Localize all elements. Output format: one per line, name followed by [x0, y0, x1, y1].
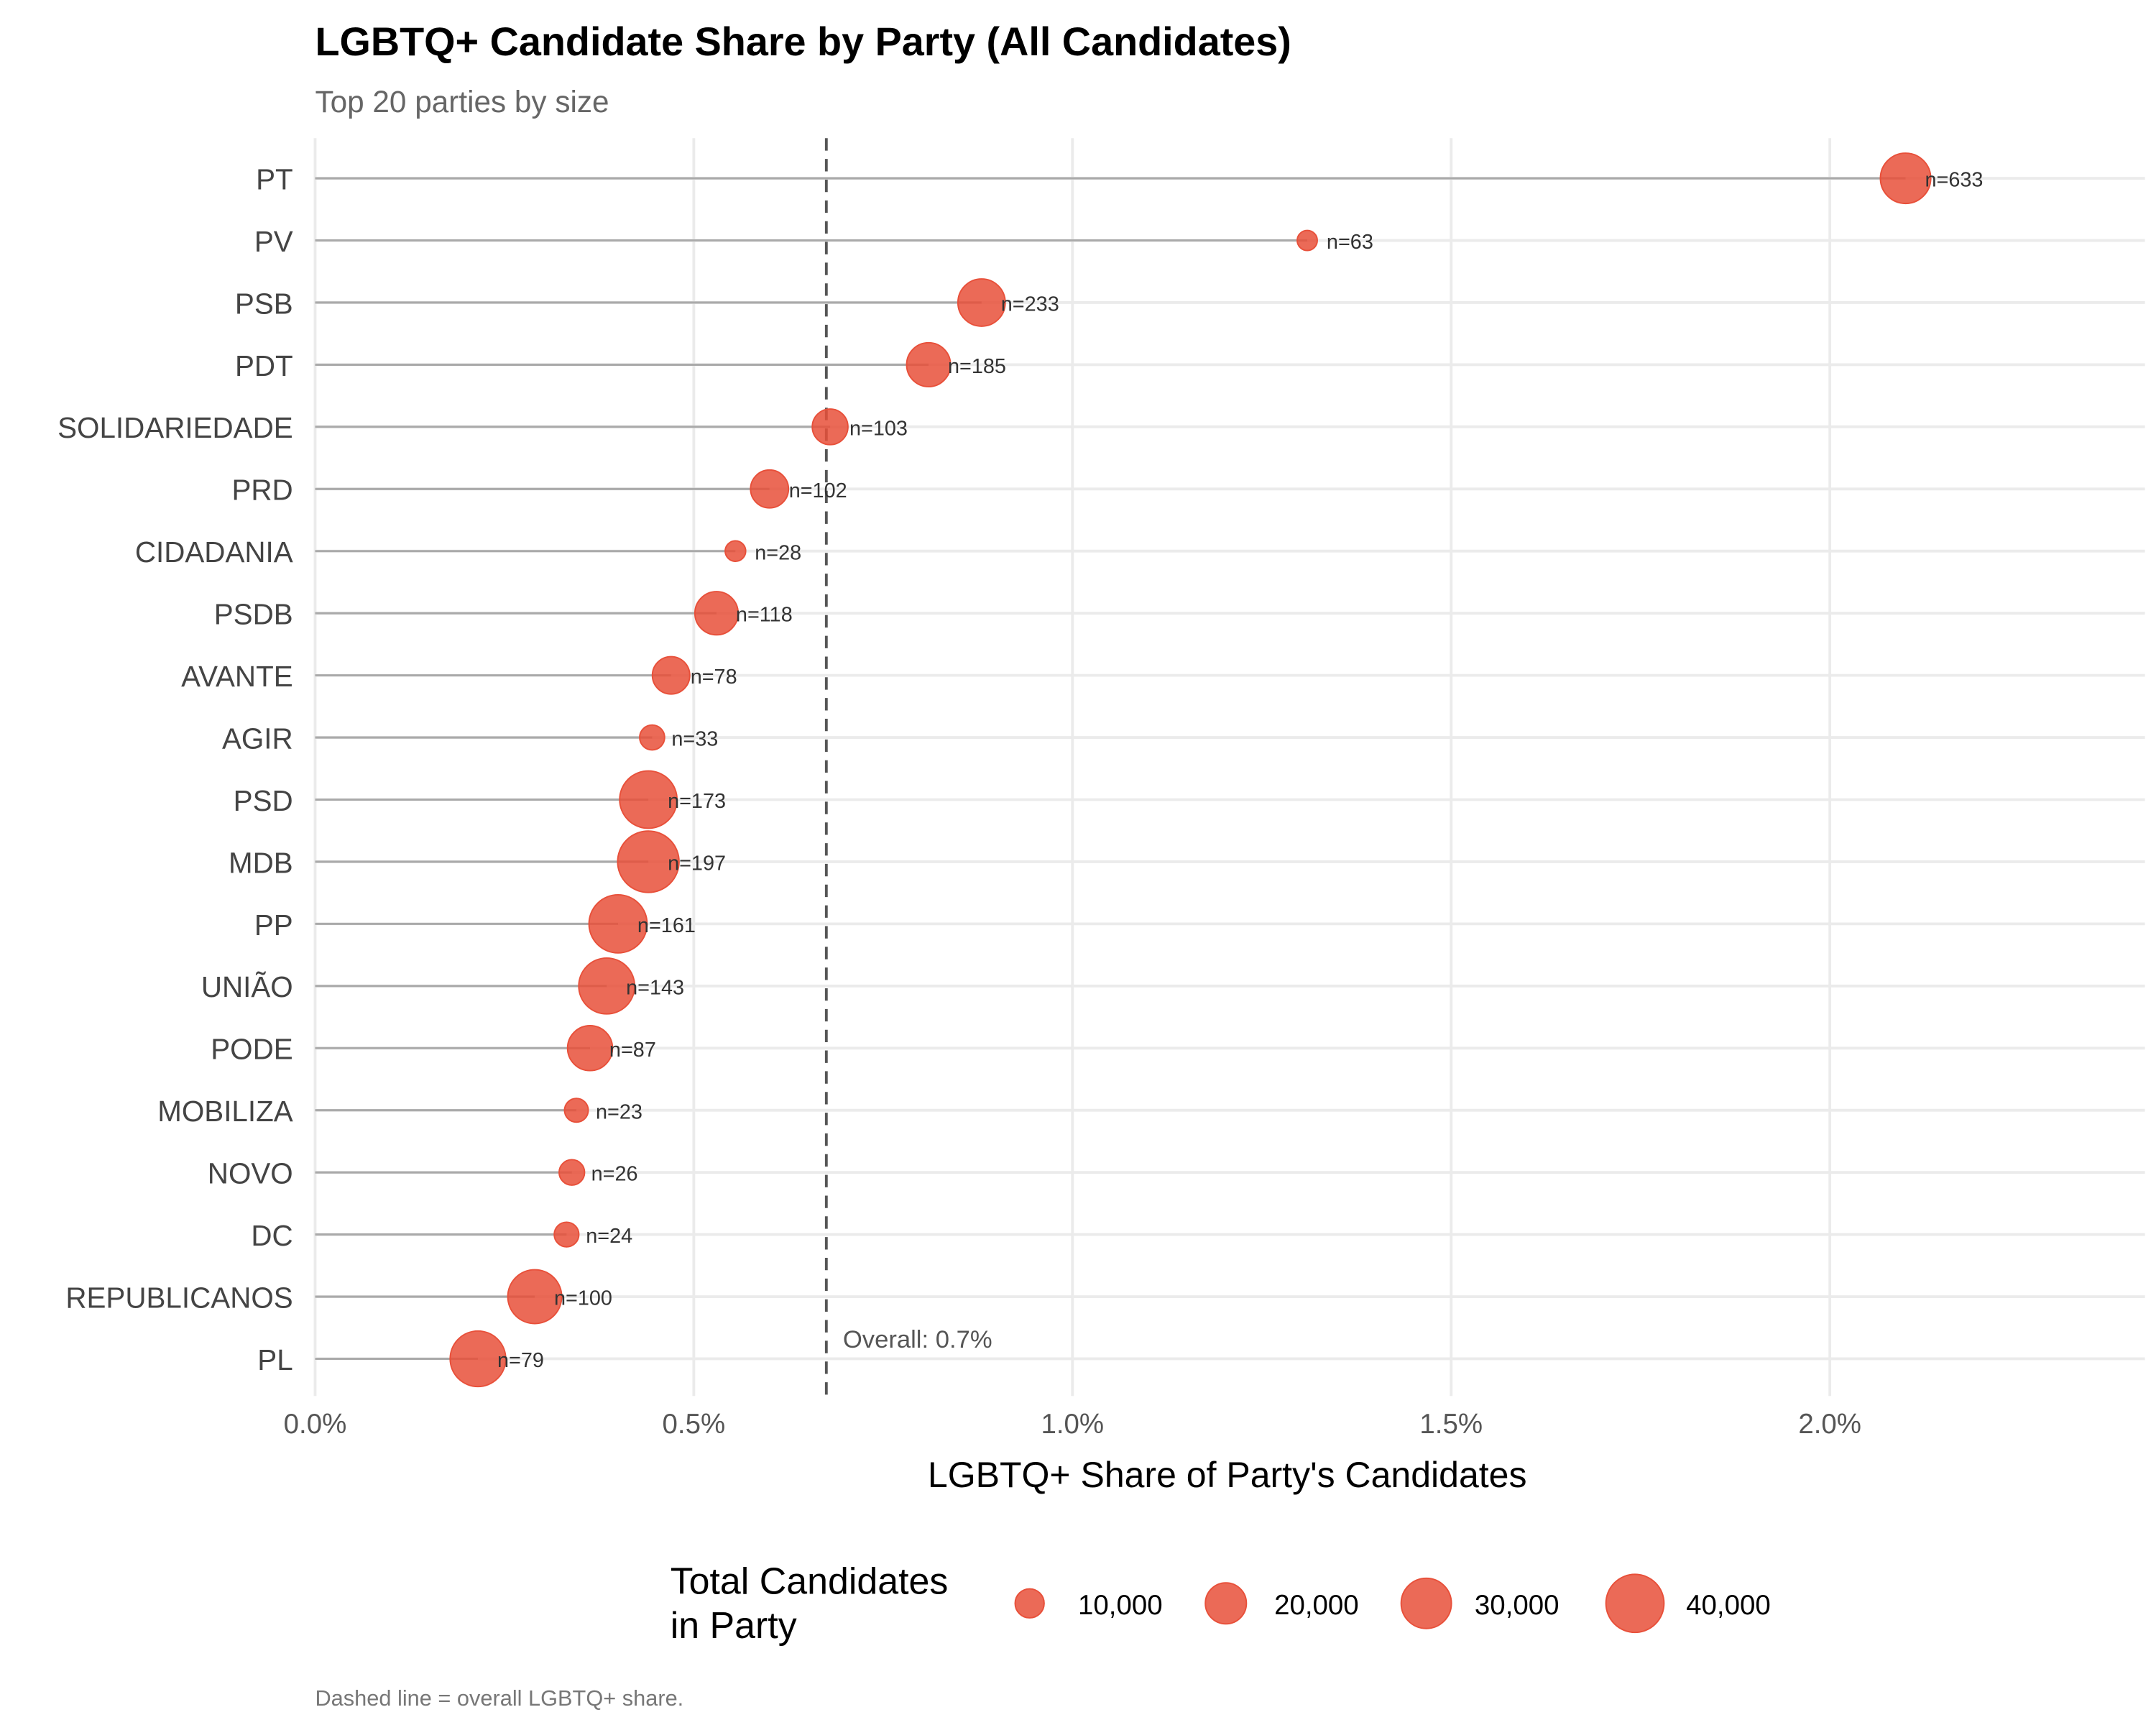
data-point-republicanos	[507, 1269, 563, 1325]
gridlines	[313, 138, 2145, 1397]
n-label: n=161	[637, 914, 696, 937]
legend-key	[1605, 1573, 1665, 1634]
n-label: n=33	[671, 728, 718, 751]
legend-key	[1014, 1588, 1045, 1619]
x-tick-label: 0.0%	[284, 1409, 347, 1440]
data-point-pl	[449, 1330, 507, 1388]
reference-line-group: Overall: 0.7%	[824, 138, 992, 1397]
data-point-avante	[651, 656, 691, 695]
legend-label: 30,000	[1475, 1590, 1560, 1621]
y-tick-label: PV	[254, 225, 293, 258]
data-point-solidariedade	[811, 408, 849, 446]
y-tick-label: MOBILIZA	[157, 1095, 293, 1128]
data-point-psd	[619, 770, 678, 829]
data-point-pv	[1296, 229, 1318, 252]
data-point-psb	[957, 278, 1006, 327]
data-point-pp	[588, 893, 648, 954]
y-tick-label: PSB	[235, 287, 293, 320]
legend-label: 20,000	[1274, 1590, 1359, 1621]
y-tick-label: NOVO	[208, 1157, 293, 1190]
data-point-pdt	[906, 341, 952, 387]
data-point-mdb	[617, 830, 680, 893]
n-label: n=23	[596, 1100, 642, 1123]
data-point-pt	[1879, 152, 1932, 205]
x-tick-label: 0.5%	[663, 1409, 726, 1440]
y-tick-label: PSDB	[214, 598, 293, 631]
y-tick-label: PRD	[231, 474, 292, 507]
x-tick-label: 2.0%	[1798, 1409, 1861, 1440]
y-tick-label: PP	[254, 908, 293, 942]
y-tick-label: PL	[257, 1343, 292, 1376]
y-tick-label: PSD	[234, 784, 293, 817]
x-axis-title: LGBTQ+ Share of Party's Candidates	[928, 1455, 1527, 1495]
chart-title: LGBTQ+ Candidate Share by Party (All Can…	[315, 19, 1291, 64]
n-label: n=63	[1327, 231, 1373, 254]
data-point-pode	[566, 1025, 614, 1072]
y-tick-label: AGIR	[222, 722, 293, 755]
n-label: n=100	[554, 1287, 612, 1310]
n-label: n=24	[586, 1225, 632, 1248]
legend-key	[1400, 1577, 1452, 1629]
legend-key	[1204, 1582, 1248, 1625]
legend-label: 40,000	[1686, 1590, 1771, 1621]
y-tick-label: DC	[251, 1219, 292, 1252]
n-label: n=79	[497, 1349, 544, 1372]
y-tick-label: UNIÃO	[201, 970, 293, 1003]
data-marks: n=633 n=63 n=233 n=185 n=103 n=102 n=28 n=118 n=…	[315, 152, 1983, 1388]
n-label: n=87	[609, 1039, 656, 1062]
n-label: n=118	[736, 604, 793, 627]
size-legend: Total Candidates in Party 10,000 20,000 30…	[671, 1560, 1771, 1647]
x-tick-label: 1.5%	[1419, 1409, 1483, 1440]
legend-title-line1: Total Candidates	[671, 1560, 949, 1602]
n-label: n=173	[668, 790, 726, 813]
y-tick-label: AVANTE	[181, 660, 293, 693]
data-point-união	[578, 957, 636, 1015]
chart-subtitle: Top 20 parties by size	[315, 85, 609, 119]
legend-title-line2: in Party	[671, 1605, 797, 1647]
y-tick-label: PDT	[235, 349, 293, 382]
overall-share-label: Overall: 0.7%	[843, 1326, 992, 1353]
data-point-agir	[639, 724, 665, 751]
n-label: n=78	[691, 666, 737, 689]
n-label: n=103	[849, 417, 908, 440]
data-point-dc	[553, 1221, 580, 1248]
n-label: n=28	[755, 541, 801, 564]
y-tick-label: REPUBLICANOS	[65, 1281, 292, 1314]
n-label: n=26	[591, 1163, 638, 1186]
y-tick-label: MDB	[229, 846, 293, 879]
data-point-psdb	[694, 591, 740, 636]
n-label: n=633	[1925, 169, 1983, 192]
n-label: n=185	[948, 355, 1006, 378]
x-tick-label: 1.0%	[1041, 1409, 1104, 1440]
y-tick-label: PT	[256, 162, 293, 196]
data-point-prd	[750, 469, 790, 509]
data-point-mobiliza	[563, 1098, 589, 1123]
y-tick-label: PODE	[211, 1033, 292, 1066]
legend-label: 10,000	[1078, 1590, 1163, 1621]
n-label: n=102	[789, 479, 847, 502]
n-label: n=143	[626, 976, 684, 999]
n-label: n=197	[668, 852, 726, 875]
axes: 0.0% 0.5% 1.0% 1.5% 2.0% PT PV PSB PDT SOLIDARIED…	[57, 162, 1861, 1440]
data-point-novo	[558, 1159, 586, 1186]
y-tick-label: SOLIDARIEDADE	[57, 411, 293, 444]
data-point-cidadania	[724, 540, 747, 562]
caption: Dashed line = overall LGBTQ+ share.	[315, 1685, 683, 1711]
y-tick-label: CIDADANIA	[135, 535, 293, 569]
n-label: n=233	[1001, 293, 1059, 316]
